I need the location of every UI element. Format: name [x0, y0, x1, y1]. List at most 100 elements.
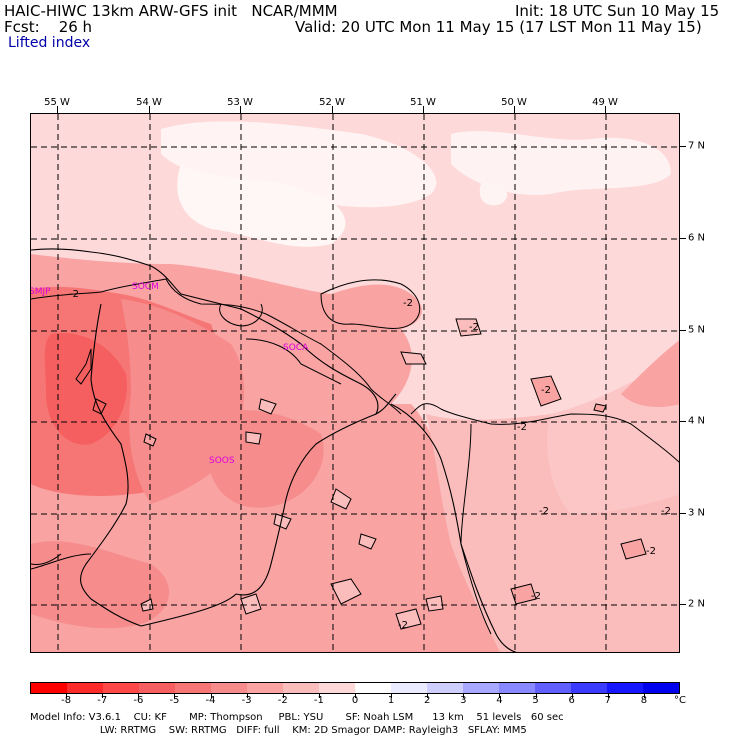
forecast-hour: Fcst: 26 h	[4, 18, 93, 36]
lon-tick	[57, 106, 58, 113]
colorbar-tick	[246, 693, 248, 698]
colorbar-tick	[535, 693, 537, 698]
colorbar-swatch	[67, 683, 103, 693]
colorbar-swatch	[535, 683, 571, 693]
contour-label: -2	[69, 289, 79, 300]
lon-tick	[149, 106, 150, 113]
colorbar-tick	[174, 693, 176, 698]
colorbar-swatch	[463, 683, 499, 693]
lat-label: 2 N	[688, 598, 706, 610]
colorbar-label: -2	[277, 695, 288, 706]
station-label: SOCA	[283, 343, 309, 353]
contour-label: -2	[398, 620, 408, 631]
contour-label: -2	[531, 591, 541, 602]
lat-label: 6 N	[688, 232, 706, 244]
colorbar-tick	[643, 693, 645, 698]
graticule	[31, 114, 679, 652]
station-label: SOOS	[209, 456, 235, 466]
white-patch	[161, 121, 437, 208]
contour-blobs	[75, 318, 647, 630]
colorbar-swatch	[607, 683, 643, 693]
lon-label: 49 W	[592, 97, 618, 108]
contour-label: -2	[541, 385, 551, 396]
colorbar-tick	[138, 693, 140, 698]
colorbar-label: 1	[387, 695, 395, 706]
lat-label: 5 N	[688, 324, 706, 336]
contour-label: -2	[469, 322, 479, 333]
colorbar-tick	[499, 693, 501, 698]
colorbar-swatch	[319, 683, 355, 693]
lon-tick	[332, 106, 333, 113]
lifted-index-map: -2 -2 -2 -2 -2 -2 -2 -2 -2 -2 SMJP SOCM …	[30, 113, 680, 653]
valid-time: Valid: 20 UTC Mon 11 May 15 (17 LST Mon …	[295, 18, 702, 36]
colorbar-label: 2	[424, 695, 431, 706]
mid-pink-region	[211, 410, 324, 508]
colorbar-tick	[282, 693, 284, 698]
colorbar-label: -7	[97, 695, 108, 706]
field-name: Lifted index	[8, 35, 91, 51]
colorbar-swatch	[31, 683, 67, 693]
colorbar-label: 7	[604, 695, 611, 706]
lat-tick	[680, 513, 686, 514]
medium-pink-patch	[621, 340, 679, 407]
lat-label: 3 N	[688, 507, 706, 519]
model-info-line1: Model Info: V3.6.1 CU: KF MP: Thompson P…	[30, 712, 564, 723]
pink-region-south	[31, 541, 170, 629]
colorbar-swatch	[283, 683, 319, 693]
colorbar-swatch	[103, 683, 139, 693]
colorbar-swatch	[427, 683, 463, 693]
lon-label: 55 W	[44, 97, 70, 108]
colorbar-label: 6	[568, 695, 575, 706]
lat-tick	[680, 421, 686, 422]
colorbar-tick	[318, 693, 320, 698]
white-patch	[479, 183, 508, 206]
station-label: SMJP	[31, 287, 51, 297]
colorbar-tick	[355, 693, 356, 698]
init-time: Init: 18 UTC Sun 10 May 15	[515, 2, 720, 20]
colorbar-swatch	[391, 683, 427, 693]
contour-label: -2	[539, 506, 549, 517]
lat-label: 4 N	[688, 415, 706, 427]
lon-label: 51 W	[410, 97, 436, 108]
colorbar-tick	[210, 693, 212, 698]
model-info-line2: LW: RRTMG SW: RRTMG DIFF: full KM: 2D Sm…	[30, 725, 527, 736]
lat-tick	[680, 238, 686, 239]
colorbar-label: -4	[205, 695, 216, 706]
colorbar-unit: °C	[674, 695, 686, 706]
colorbar-tick	[102, 693, 104, 698]
contour-label: -2	[661, 506, 671, 517]
colorbar-tick	[571, 693, 573, 698]
colorbar-label: 5	[532, 695, 539, 706]
lon-tick	[423, 106, 424, 113]
colorbar-swatch	[643, 683, 679, 693]
map-title: HAIC-HIWC 13km ARW-GFS init NCAR/MMM	[4, 2, 338, 20]
contour-label: -2	[403, 298, 413, 309]
colorbar-label: -3	[241, 695, 252, 706]
colorbar-label: 3	[460, 695, 467, 706]
contour-label: -2	[517, 422, 527, 433]
lon-label: 53 W	[227, 97, 253, 108]
colorbar-swatch	[571, 683, 607, 693]
lon-label: 50 W	[501, 97, 527, 108]
colorbar-swatch	[355, 683, 391, 693]
colorbar-label: -6	[133, 695, 144, 706]
lon-label: 54 W	[136, 97, 162, 108]
colorbar-tick	[463, 693, 465, 698]
lat-label: 7 N	[688, 140, 706, 152]
lon-tick	[514, 106, 515, 113]
station-label: SOCM	[132, 282, 159, 292]
colorbar-tick	[427, 693, 429, 698]
colorbar-label: -1	[313, 695, 324, 706]
station-markers: SMJP SOCM SOCA SOOS	[31, 282, 309, 466]
colorbar-label: 0	[351, 695, 359, 706]
colorbar-label: 4	[496, 695, 503, 706]
colorbar-label: 8	[640, 695, 648, 706]
deep-pink-region	[44, 333, 127, 445]
contour-label: -2	[646, 546, 656, 557]
lat-tick	[680, 146, 686, 147]
colorbar-swatch	[139, 683, 175, 693]
contour-labels: -2 -2 -2 -2 -2 -2 -2 -2 -2 -2	[69, 289, 671, 631]
white-patch	[177, 164, 346, 247]
lon-tick	[240, 106, 241, 113]
colorbar-tick	[607, 693, 609, 698]
